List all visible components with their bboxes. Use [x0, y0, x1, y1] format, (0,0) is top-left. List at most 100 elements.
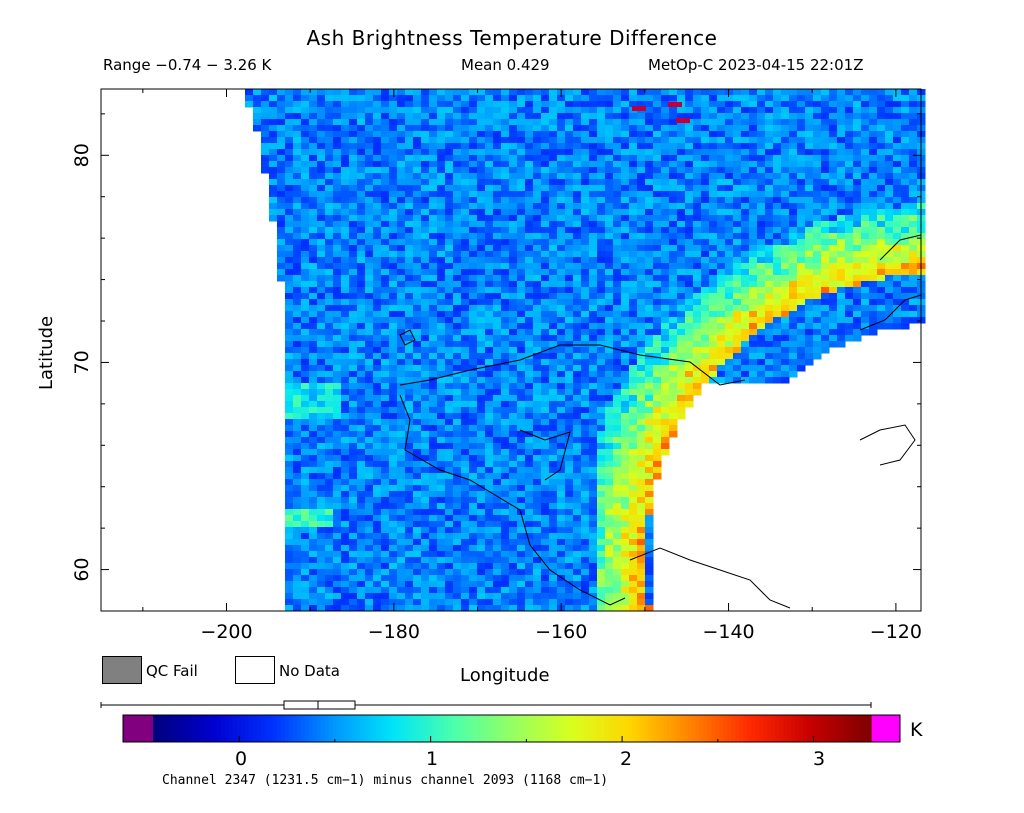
swath-pixel [677, 383, 686, 390]
swath-pixel [357, 347, 366, 354]
swath-pixel [605, 317, 614, 324]
swath-pixel [301, 191, 310, 198]
swath-pixel [549, 221, 558, 228]
swath-pixel [669, 155, 678, 162]
swath-pixel [405, 197, 414, 204]
swath-pixel [661, 281, 670, 288]
swath-pixel [437, 305, 446, 312]
swath-pixel [581, 149, 590, 156]
swath-pixel [517, 311, 526, 318]
swath-pixel [285, 395, 294, 402]
swath-pixel [437, 89, 446, 96]
swath-pixel [909, 119, 918, 126]
swath-pixel [573, 95, 582, 102]
swath-pixel [557, 167, 566, 174]
swath-pixel [845, 233, 854, 240]
swath-pixel [781, 197, 790, 204]
swath-pixel [461, 131, 470, 138]
swath-pixel [469, 113, 478, 120]
swath-pixel [597, 167, 606, 174]
swath-pixel [749, 275, 758, 282]
swath-pixel [437, 311, 446, 318]
swath-pixel [509, 239, 518, 246]
swath-pixel [733, 353, 742, 360]
swath-pixel [373, 311, 382, 318]
swath-pixel [405, 191, 414, 198]
swath-pixel [509, 413, 518, 420]
swath-pixel [837, 317, 846, 324]
swath-pixel [341, 107, 350, 114]
swath-pixel [741, 335, 750, 342]
swath-pixel [373, 221, 382, 228]
swath-pixel [837, 341, 846, 348]
swath-pixel [309, 305, 318, 312]
swath-pixel [525, 257, 534, 264]
swath-pixel [493, 137, 502, 144]
swath-pixel [757, 335, 766, 342]
swath-pixel [485, 137, 494, 144]
swath-pixel [293, 407, 302, 414]
swath-pixel [309, 173, 318, 180]
swath-pixel [301, 197, 310, 204]
swath-pixel [645, 407, 654, 414]
swath-pixel [477, 353, 486, 360]
swath-pixel [597, 113, 606, 120]
swath-pixel [501, 431, 510, 438]
swath-pixel [541, 107, 550, 114]
swath-pixel [533, 113, 542, 120]
swath-pixel [581, 485, 590, 492]
swath-pixel [493, 155, 502, 162]
swath-pixel [533, 293, 542, 300]
swath-pixel [533, 371, 542, 378]
swath-pixel [293, 479, 302, 486]
swath-pixel [469, 443, 478, 450]
swath-pixel [797, 359, 806, 366]
swath-pixel [373, 215, 382, 222]
swath-pixel [549, 281, 558, 288]
swath-pixel [405, 461, 414, 468]
swath-pixel [693, 197, 702, 204]
swath-pixel [397, 485, 406, 492]
swath-pixel [629, 329, 638, 336]
swath-pixel [493, 275, 502, 282]
swath-pixel [901, 149, 910, 156]
swath-pixel [741, 371, 750, 378]
swath-pixel [773, 269, 782, 276]
swath-pixel [397, 119, 406, 126]
swath-pixel [541, 95, 550, 102]
swath-pixel [525, 383, 534, 390]
swath-pixel [493, 497, 502, 504]
swath-pixel [629, 473, 638, 480]
swath-pixel [413, 197, 422, 204]
swath-pixel [405, 371, 414, 378]
swath-pixel [357, 485, 366, 492]
swath-pixel [565, 317, 574, 324]
swath-pixel [621, 461, 630, 468]
swath-pixel [781, 119, 790, 126]
swath-pixel [573, 449, 582, 456]
swath-pixel [741, 131, 750, 138]
swath-pixel [565, 455, 574, 462]
swath-pixel [629, 497, 638, 504]
swath-pixel [701, 95, 710, 102]
swath-pixel [509, 461, 518, 468]
swath-pixel [757, 281, 766, 288]
swath-pixel [565, 311, 574, 318]
source-text: MetOp-C 2023-04-15 22:01Z [648, 56, 864, 74]
swath-pixel [509, 101, 518, 108]
swath-pixel [269, 113, 278, 120]
swath-pixel [725, 371, 734, 378]
swath-pixel [645, 179, 654, 186]
swath-pixel [429, 119, 438, 126]
swath-pixel [269, 215, 278, 222]
swath-pixel [885, 185, 894, 192]
swath-pixel [469, 179, 478, 186]
swath-pixel [285, 377, 294, 384]
swath-pixel [381, 161, 390, 168]
swath-pixel [421, 137, 430, 144]
swath-pixel [277, 107, 286, 114]
swath-pixel [453, 101, 462, 108]
swath-pixel [845, 101, 854, 108]
swath-pixel [845, 335, 854, 342]
swath-pixel [325, 191, 334, 198]
